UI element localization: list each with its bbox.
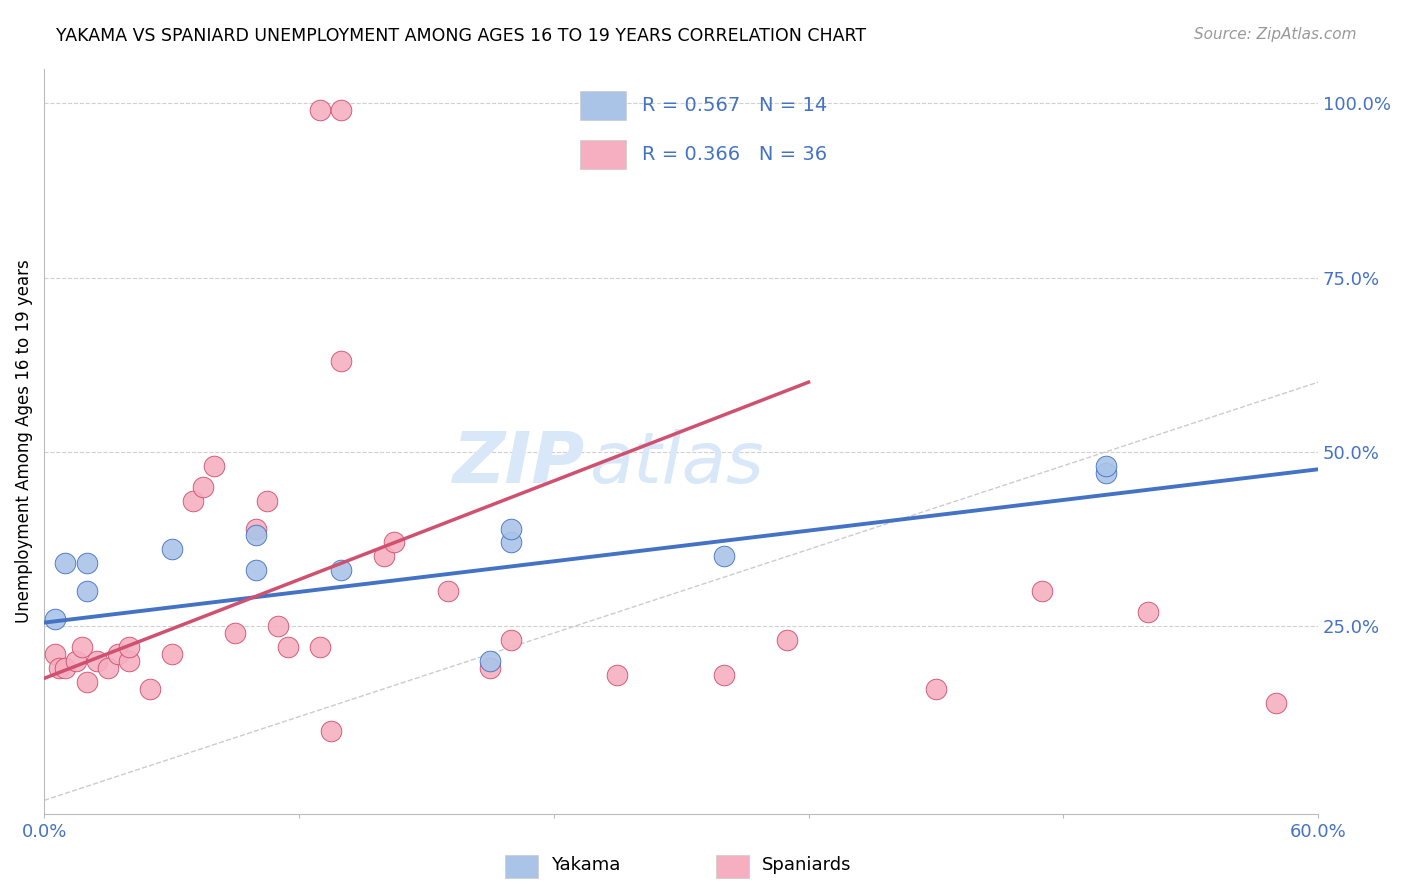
Point xyxy=(319,723,342,738)
Point xyxy=(1094,466,1116,480)
Point xyxy=(118,640,141,654)
Point xyxy=(384,535,406,549)
Point xyxy=(76,674,98,689)
Point xyxy=(107,647,129,661)
Point xyxy=(193,480,215,494)
Point xyxy=(53,557,76,571)
Text: Source: ZipAtlas.com: Source: ZipAtlas.com xyxy=(1194,27,1357,42)
Point xyxy=(118,654,141,668)
Point xyxy=(224,626,246,640)
Point xyxy=(160,647,183,661)
Point xyxy=(479,661,502,675)
Point xyxy=(309,103,332,118)
Point xyxy=(44,612,66,626)
Text: Yakama: Yakama xyxy=(551,856,620,874)
Point xyxy=(925,681,948,696)
Point xyxy=(245,528,267,542)
Point xyxy=(373,549,395,564)
Point xyxy=(713,668,735,682)
Point xyxy=(1031,584,1053,599)
Point xyxy=(245,522,267,536)
Text: atlas: atlas xyxy=(589,429,763,499)
Point xyxy=(479,654,502,668)
Point xyxy=(160,542,183,557)
Point xyxy=(53,661,76,675)
Point xyxy=(606,668,628,682)
Point xyxy=(277,640,299,654)
Point xyxy=(330,103,353,118)
Text: ZIP: ZIP xyxy=(453,429,585,499)
Point xyxy=(48,661,70,675)
Point xyxy=(776,633,799,648)
Point xyxy=(44,647,66,661)
Point xyxy=(309,640,332,654)
FancyBboxPatch shape xyxy=(716,855,749,878)
Y-axis label: Unemployment Among Ages 16 to 19 years: Unemployment Among Ages 16 to 19 years xyxy=(15,260,32,624)
Point xyxy=(76,557,98,571)
Point xyxy=(436,584,458,599)
FancyBboxPatch shape xyxy=(505,855,538,878)
Point xyxy=(245,563,267,577)
Point xyxy=(256,493,278,508)
Point xyxy=(76,584,98,599)
Point xyxy=(1094,458,1116,473)
Text: YAKAMA VS SPANIARD UNEMPLOYMENT AMONG AGES 16 TO 19 YEARS CORRELATION CHART: YAKAMA VS SPANIARD UNEMPLOYMENT AMONG AG… xyxy=(56,27,866,45)
Point xyxy=(181,493,204,508)
Point xyxy=(501,633,523,648)
Point xyxy=(202,458,225,473)
Point xyxy=(330,563,353,577)
Text: Spaniards: Spaniards xyxy=(762,856,852,874)
Point xyxy=(72,640,94,654)
Point xyxy=(713,549,735,564)
Point xyxy=(501,535,523,549)
Point xyxy=(501,522,523,536)
Point xyxy=(139,681,162,696)
Point xyxy=(330,354,353,368)
Point xyxy=(1137,605,1160,619)
Point xyxy=(86,654,108,668)
Point xyxy=(65,654,87,668)
Point xyxy=(97,661,120,675)
Point xyxy=(266,619,288,633)
Point xyxy=(1264,696,1286,710)
